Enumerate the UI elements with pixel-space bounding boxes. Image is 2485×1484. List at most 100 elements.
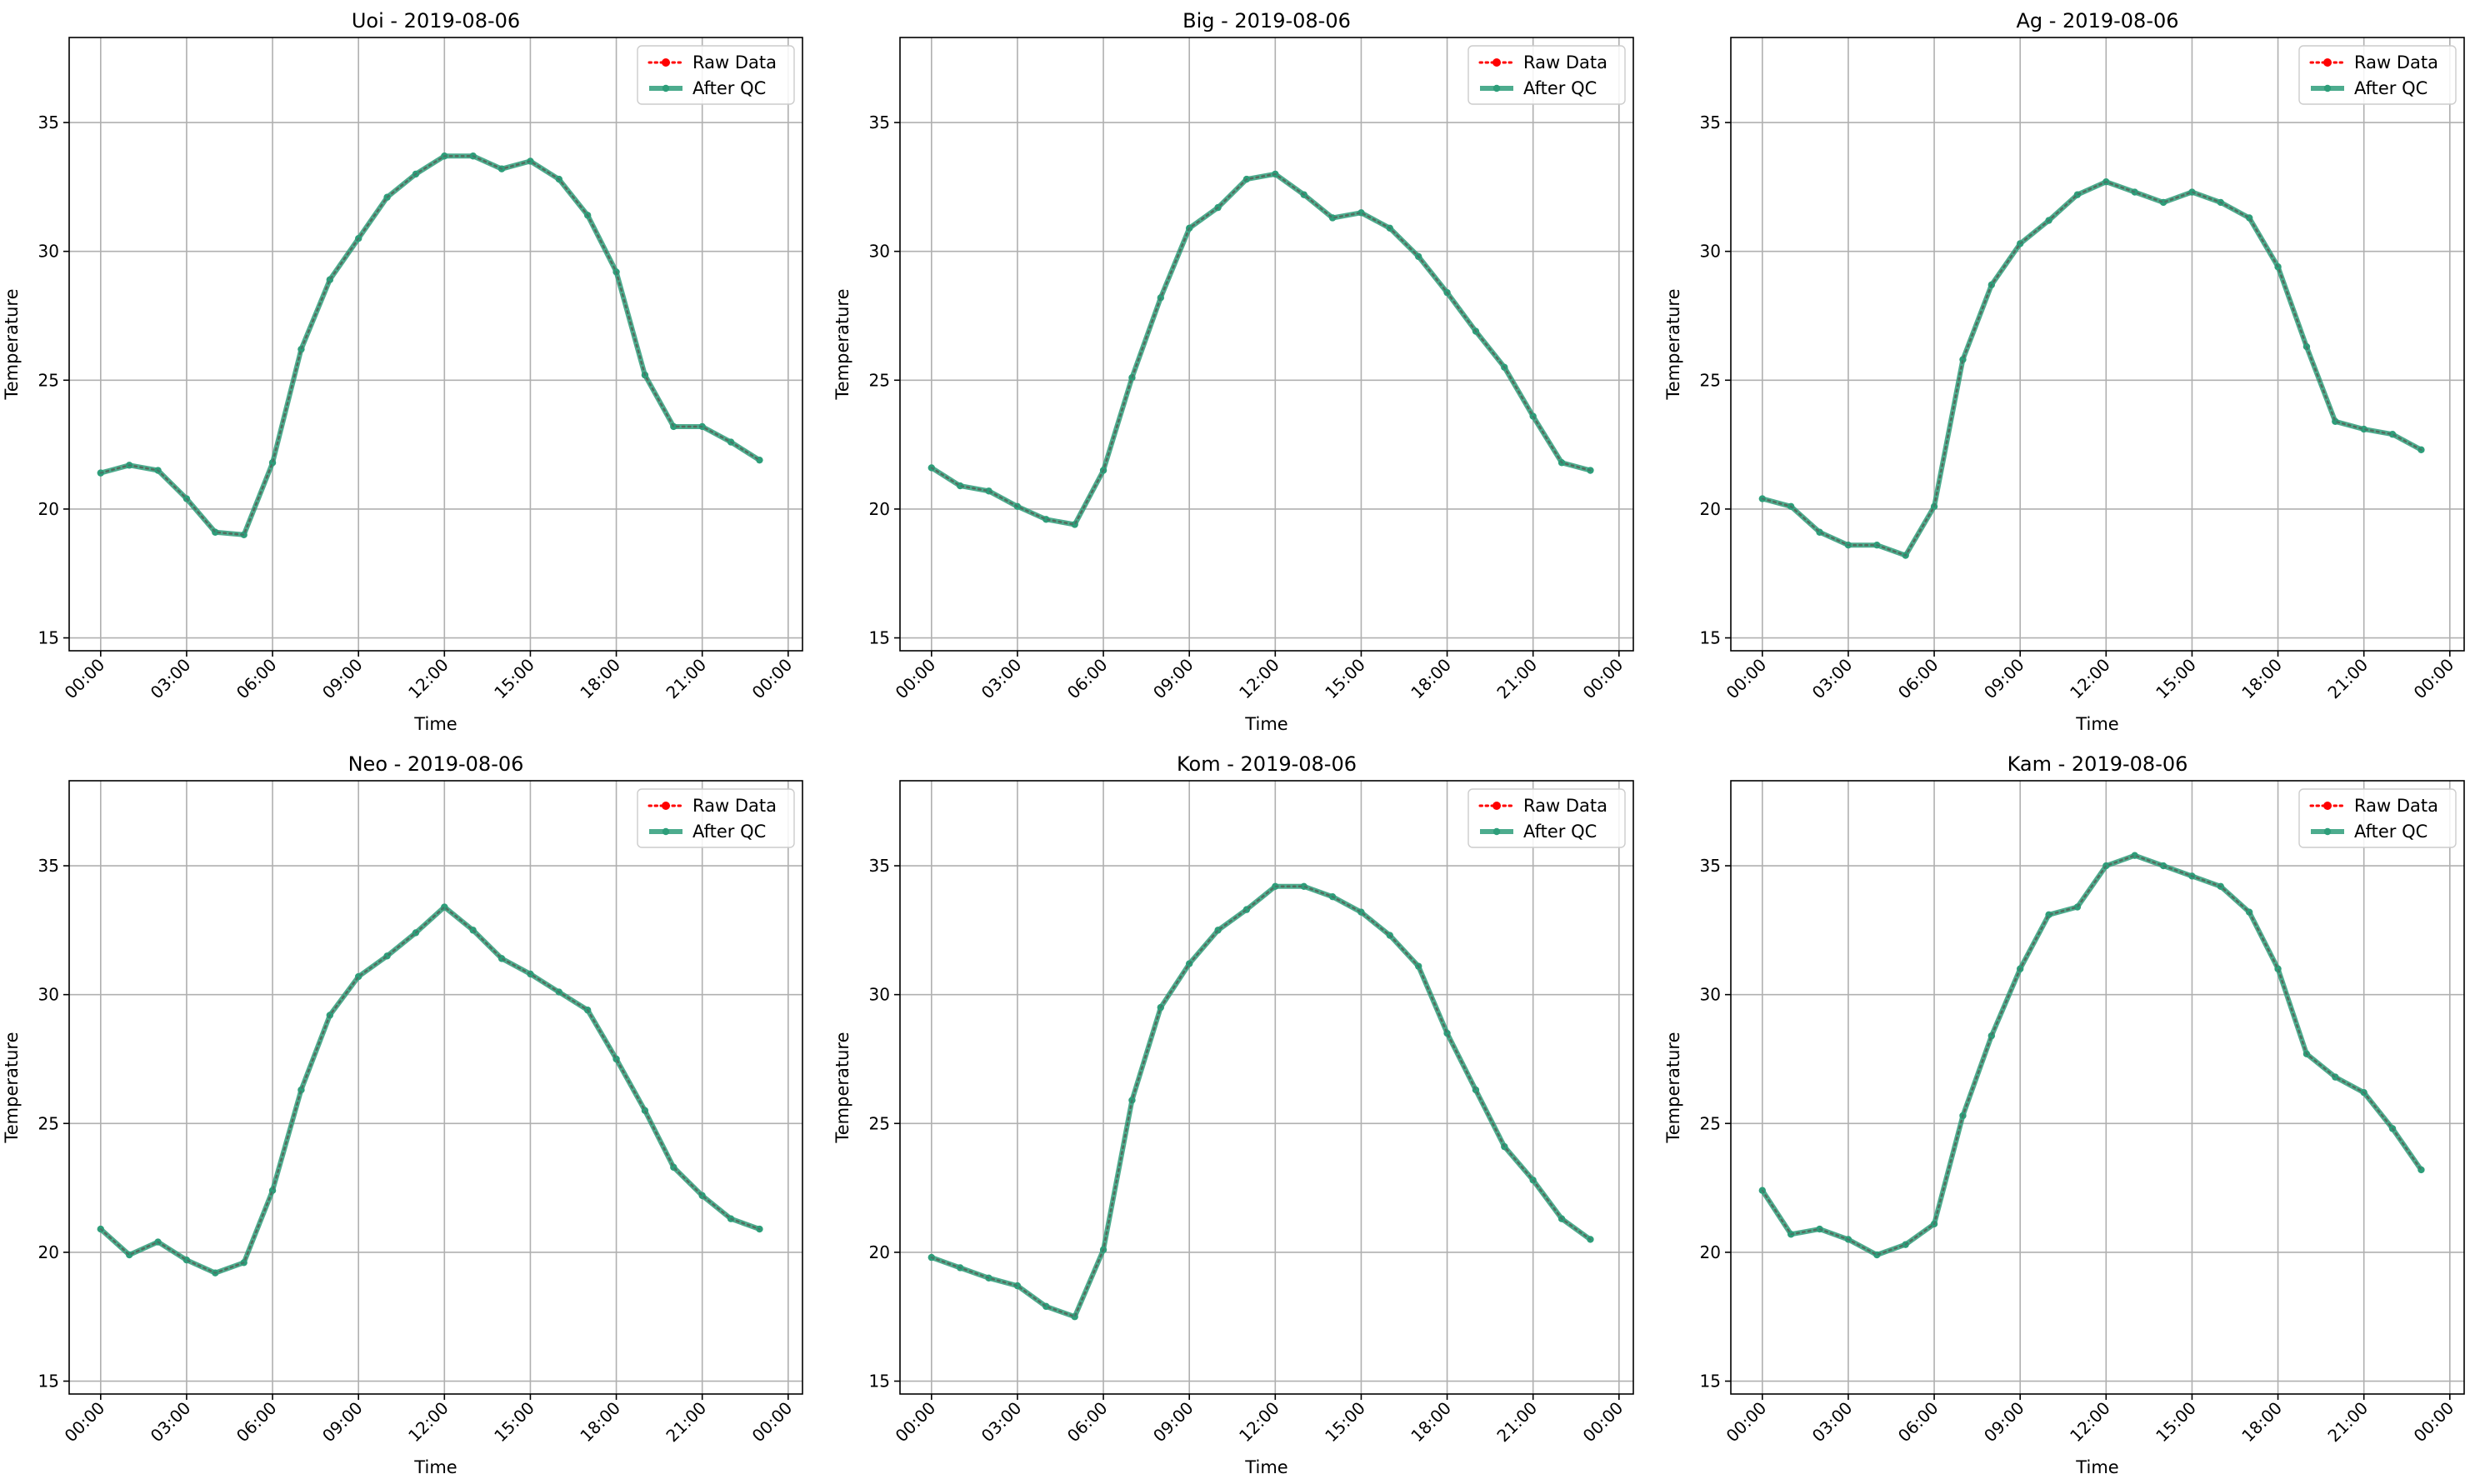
chart-3-y-tick-label: 15: [38, 1372, 59, 1392]
chart-5-x-tick-label: 00:00: [1722, 1398, 1771, 1447]
chart-0-x-tick-label: 18:00: [576, 655, 624, 703]
chart-4-legend-after-qc-marker: [1492, 827, 1501, 836]
chart-1-x-axis-label: Time: [1244, 714, 1288, 734]
chart-3-x-axis-label: Time: [413, 1457, 457, 1477]
chart-3-series-after-qc-line: [98, 904, 762, 1276]
chart-1-y-tick-label: 25: [869, 370, 890, 390]
chart-5-y-tick-label: 35: [1700, 856, 1721, 876]
chart-3-x-tick-label: 00:00: [748, 1398, 797, 1447]
chart-3-x-tick-label: 00:00: [61, 1398, 109, 1447]
chart-2-y-tick-label: 30: [1700, 242, 1721, 262]
chart-1-axes-frame: [899, 37, 1634, 652]
chart-0-series-raw-data-overlay: [99, 155, 761, 536]
chart-3-y-axis-label: Temperature: [2, 1032, 22, 1143]
chart-0-y-tick-label: 30: [38, 242, 59, 262]
chart-4-x-tick-label: 06:00: [1063, 1398, 1112, 1447]
chart-5-legend-label: After QC: [2354, 822, 2428, 842]
chart-5-x-tick-label: 15:00: [2152, 1398, 2200, 1447]
chart-3-y-tick-label: 30: [38, 985, 59, 1005]
chart-5-x-tick-label: 12:00: [2066, 1398, 2114, 1447]
chart-2-y-axis-label: Temperature: [1663, 288, 1683, 400]
chart-2-x-tick-label: 15:00: [2152, 655, 2200, 703]
chart-5-y-tick-label: 30: [1700, 985, 1721, 1005]
chart-0-after-qc-point: [298, 345, 305, 353]
chart-2-after-qc-point: [1959, 356, 1967, 363]
chart-5-legend-label: Raw Data: [2354, 796, 2438, 816]
chart-4-x-tick-label: 15:00: [1321, 1398, 1369, 1447]
chart-4-y-tick-label: 25: [869, 1113, 890, 1133]
chart-1-x-tick-label: 21:00: [1492, 655, 1541, 703]
chart-5-x-tick-label: 03:00: [1808, 1398, 1857, 1447]
chart-4-x-tick-label: 21:00: [1492, 1398, 1541, 1447]
chart-3-x-tick-label: 12:00: [404, 1398, 452, 1447]
chart-1-x-tick-label: 12:00: [1235, 655, 1283, 703]
chart-4-x-tick-label: 09:00: [1149, 1398, 1198, 1447]
chart-0-x-tick-label: 12:00: [404, 655, 452, 703]
chart-1-legend-after-qc-marker: [1492, 84, 1501, 92]
chart-2-y-tick-label: 25: [1700, 370, 1721, 390]
chart-4-legend-label: Raw Data: [1523, 796, 1608, 816]
chart-3-x-tick-label: 09:00: [318, 1398, 367, 1447]
chart-1-x-tick-label: 09:00: [1149, 655, 1198, 703]
chart-2-x-tick-label: 00:00: [1722, 655, 1771, 703]
chart-1-x-tick-label: 03:00: [978, 655, 1026, 703]
chart-0-legend: Raw Data After QC: [637, 45, 795, 105]
chart-1-x-tick-label: 00:00: [1579, 655, 1628, 703]
chart-5-y-axis-label: Temperature: [1663, 1032, 1683, 1143]
chart-4-series-raw-data-overlay: [930, 885, 1592, 1318]
chart-3-x-tick-label: 15:00: [490, 1398, 538, 1447]
chart-2-y-tick-label: 20: [1700, 499, 1721, 519]
chart-4-x-tick-label: 00:00: [1579, 1398, 1628, 1447]
chart-0-x-tick-label: 00:00: [61, 655, 109, 703]
chart-1-y-tick-label: 35: [869, 112, 890, 132]
chart-1-legend-label: Raw Data: [1523, 52, 1608, 72]
chart-5-x-tick-label: 09:00: [1980, 1398, 2028, 1447]
chart-1-x-tick-label: 15:00: [1321, 655, 1369, 703]
chart-4-x-tick-label: 18:00: [1407, 1398, 1455, 1447]
chart-4-legend: Raw Data After QC: [1468, 788, 1626, 848]
chart-3-series-raw-data-line: [99, 905, 761, 1275]
chart-2-x-tick-label: 09:00: [1980, 655, 2028, 703]
chart-4-after-qc-point: [1071, 1313, 1078, 1321]
chart-2: 15 20 25 30 35 00:00 03:00 06:00 09:00 12:00 15:00…: [1663, 9, 2465, 734]
chart-4-x-axis-label: Time: [1244, 1457, 1288, 1477]
chart-5-x-tick-label: 06:00: [1894, 1398, 1942, 1447]
chart-0-x-tick-label: 09:00: [318, 655, 367, 703]
chart-3-x-tick-label: 18:00: [576, 1398, 624, 1447]
chart-3-legend-label: Raw Data: [692, 796, 777, 816]
chart-5-y-tick-label: 25: [1700, 1113, 1721, 1133]
chart-0-y-tick-label: 25: [38, 370, 59, 390]
chart-4-after-qc-point: [1472, 1086, 1480, 1094]
chart-0-x-tick-label: 03:00: [147, 655, 195, 703]
chart-5-x-tick-label: 21:00: [2323, 1398, 2372, 1447]
chart-3-x-tick-label: 21:00: [662, 1398, 710, 1447]
chart-3-legend-raw-data-marker: [662, 802, 670, 810]
chart-4: 15 20 25 30 35 00:00 03:00 06:00 09:00 12:00 15:00…: [832, 752, 1634, 1477]
chart-3-legend-after-qc-marker: [662, 827, 670, 836]
chart-5-title: Kam - 2019-08-06: [2008, 752, 2188, 776]
chart-2-legend-raw-data-marker: [2323, 58, 2332, 67]
chart-3-legend-label: After QC: [692, 822, 766, 842]
chart-5-x-tick-label: 00:00: [2410, 1398, 2458, 1447]
chart-0-x-tick-label: 06:00: [232, 655, 281, 703]
chart-4-y-tick-label: 20: [869, 1242, 890, 1262]
chart-1-legend-label: After QC: [1523, 78, 1597, 98]
chart-4-y-tick-label: 15: [869, 1372, 890, 1392]
chart-4-after-qc-point: [1443, 1029, 1451, 1037]
chart-1-y-axis-label: Temperature: [832, 288, 852, 400]
chart-2-series-raw-data-line: [1761, 180, 2422, 557]
chart-0-y-tick-label: 35: [38, 112, 59, 132]
chart-0-axes-frame: [68, 37, 803, 652]
chart-3-after-qc-point: [298, 1086, 305, 1094]
chart-1-legend-raw-data-marker: [1492, 58, 1501, 67]
chart-1-x-tick-label: 06:00: [1063, 655, 1112, 703]
chart-2-after-qc-point: [2159, 198, 2168, 207]
chart-5-series-raw-data-overlay: [1761, 854, 2422, 1257]
chart-5-y-tick-label: 20: [1700, 1242, 1721, 1262]
chart-3-after-qc-point: [268, 1187, 277, 1194]
chart-0-x-tick-label: 00:00: [748, 655, 797, 703]
chart-2-y-tick-label: 15: [1700, 628, 1721, 648]
chart-2-x-tick-label: 06:00: [1894, 655, 1942, 703]
chart-2-legend: Raw Data After QC: [2298, 45, 2457, 105]
chart-5-y-tick-label: 15: [1700, 1372, 1721, 1392]
